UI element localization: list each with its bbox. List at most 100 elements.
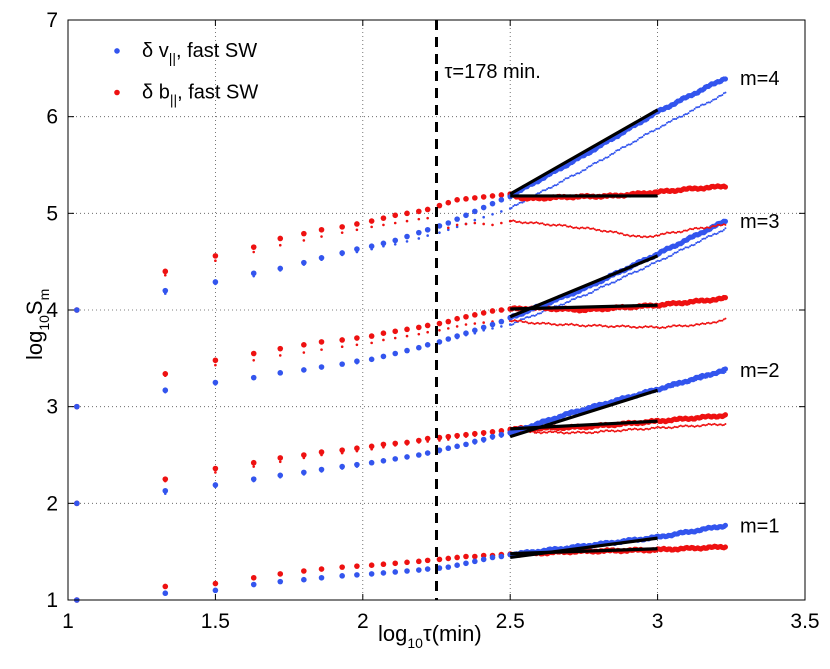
v-point <box>277 578 284 585</box>
b-thin-curve-point <box>713 225 716 228</box>
b-thin-curve-point <box>710 423 713 426</box>
b-thin-curve-point <box>659 326 662 329</box>
v-point <box>472 558 478 565</box>
v-thin-curve-point <box>678 115 681 118</box>
b-thin-curve-point <box>595 229 598 232</box>
b-point <box>277 345 284 352</box>
b-thin-curve-point <box>538 222 541 225</box>
b-thin-curve-point <box>510 320 513 323</box>
b-thin-curve-point <box>584 227 587 230</box>
b-thin-curve-point <box>689 324 692 327</box>
b-thin-point <box>370 341 373 345</box>
v-thin-curve-point <box>649 263 652 266</box>
b-thin-curve-point <box>641 326 644 329</box>
b-point <box>436 202 443 209</box>
b-point <box>445 199 452 206</box>
b-thin-curve-point <box>656 234 659 237</box>
v-thin-curve-point <box>595 161 598 164</box>
x-axis-label: log10τ(min) <box>378 621 482 651</box>
b-thin-curve-point <box>524 320 527 323</box>
b-thin-curve-point <box>552 323 555 326</box>
b-thin-curve-point <box>572 431 575 434</box>
v-thin-curve-point <box>632 271 635 274</box>
b-thin-curve-point <box>684 229 687 232</box>
b-thin-curve-point <box>662 233 665 236</box>
v-thin-curve-point <box>529 316 532 319</box>
v-point <box>404 233 410 240</box>
v-thin-curve-point <box>563 178 566 181</box>
b-thin-curve-point <box>566 323 569 326</box>
b-point <box>339 337 345 343</box>
b-thin-point <box>320 348 323 351</box>
b-thin-curve-point <box>567 432 570 435</box>
v-thin-curve-point <box>586 166 589 169</box>
b-thin-curve-point <box>658 327 661 330</box>
v-point <box>480 204 487 211</box>
b-thin-point <box>163 273 167 277</box>
b-thin-curve-point <box>553 430 556 433</box>
v-thin-curve-point <box>550 186 553 189</box>
v-thin-curve-point <box>569 300 572 303</box>
b-thin-curve-point <box>649 235 652 238</box>
v-thin-curve-point <box>627 272 630 275</box>
b-thin-curve-point <box>546 223 549 226</box>
v-thin-curve-point <box>561 303 564 306</box>
b-thin-curve-point <box>647 235 650 238</box>
b-thin-curve-point <box>679 424 682 427</box>
v-thin-curve-point <box>535 313 538 316</box>
b-thin-curve-point <box>642 235 645 238</box>
b-point <box>445 318 452 325</box>
v-thin-curve-point <box>661 258 664 261</box>
b-thin-curve-point <box>687 425 690 428</box>
v-thin-curve-point <box>635 140 638 143</box>
v-thin-point <box>426 234 429 237</box>
b-point <box>416 437 422 444</box>
b-thin-curve-point <box>638 428 641 431</box>
b-thin-curve-point <box>650 325 653 328</box>
b-thin-curve-point <box>701 424 704 427</box>
b-thin-curve-point <box>607 230 610 233</box>
v-point <box>250 581 257 588</box>
v-thin-point <box>500 210 503 213</box>
v-thin-curve-point <box>704 237 707 240</box>
b-thin-curve-point <box>676 324 679 327</box>
b-thin-curve-point <box>563 323 566 326</box>
b-thin-curve-point <box>659 233 662 236</box>
b-point <box>472 312 478 318</box>
v-point <box>74 500 80 507</box>
b-thin-point <box>252 358 256 362</box>
v-thin-curve-point <box>598 286 601 289</box>
v-thin-curve-point <box>653 129 656 132</box>
b-thin-curve-point <box>566 225 569 228</box>
v-point <box>212 379 219 386</box>
b-thin-curve-point <box>510 220 513 223</box>
v-thin-curve-point <box>652 130 655 133</box>
v-point <box>498 318 505 325</box>
v-thin-curve-point <box>552 185 555 188</box>
b-thin-point <box>302 351 306 354</box>
v-thin-curve-point <box>624 275 627 278</box>
b-thin-curve-point <box>701 226 704 229</box>
v-thin-curve-point <box>576 172 579 175</box>
b-point <box>354 221 360 227</box>
v-thin-curve-point <box>581 294 584 297</box>
b-thin-curve-point <box>516 320 519 323</box>
b-thin-curve-point <box>685 325 688 328</box>
v-thin-curve-point <box>616 149 619 152</box>
b-thin-curve-point <box>709 322 712 325</box>
v-thin-curve-point <box>670 254 673 257</box>
b-thin-curve-point <box>681 230 684 233</box>
v-thin-curve-point <box>641 136 644 139</box>
b-thin-curve-point <box>684 424 687 427</box>
v-point <box>463 212 469 219</box>
b-thin-curve-point <box>539 432 542 435</box>
v-thin-curve-point <box>582 294 585 297</box>
v-thin-curve-point <box>536 312 539 315</box>
b-thin-curve-point <box>622 324 625 327</box>
v-thin-curve-point <box>650 130 653 133</box>
b-thin-curve-point <box>587 226 590 229</box>
v-thin-curve-point <box>673 117 676 120</box>
b-thin-curve-point <box>621 324 624 327</box>
b-thin-curve-point <box>515 221 518 224</box>
b-thin-curve-point <box>582 430 585 433</box>
